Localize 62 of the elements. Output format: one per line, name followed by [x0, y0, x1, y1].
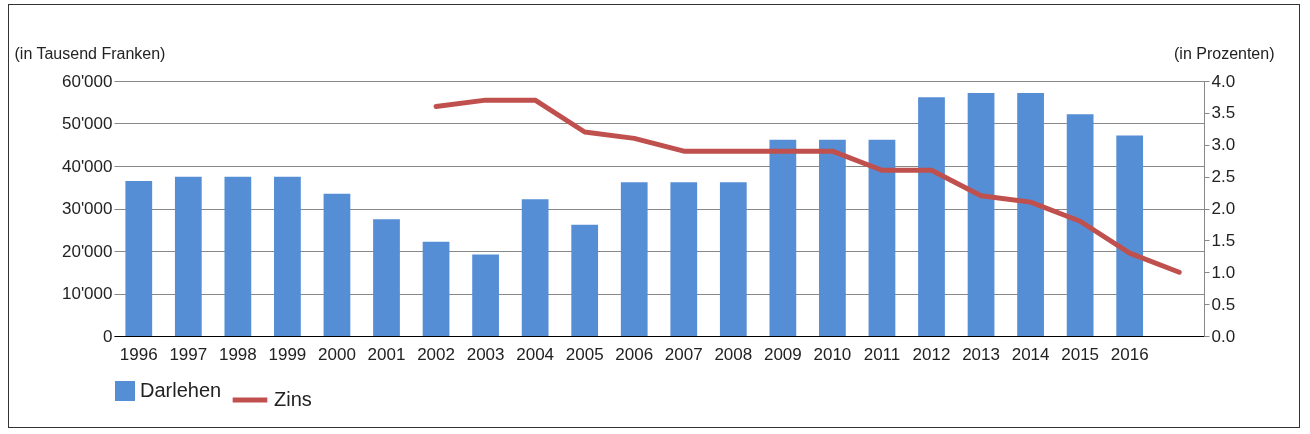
x-tick-label: 1996 — [119, 344, 158, 364]
bar — [571, 224, 599, 336]
bar — [670, 182, 698, 336]
y-tick-label: 10'000 — [61, 284, 113, 303]
y2-tick-label: 1.5 — [1211, 230, 1236, 250]
y-tick-label: 0 — [103, 326, 113, 346]
bar — [620, 182, 648, 336]
x-tick-label: 2002 — [417, 344, 455, 364]
x-tick-label: 2016 — [1110, 344, 1149, 364]
bar — [1066, 114, 1094, 336]
y-tick-label: 50'000 — [61, 114, 113, 133]
bar — [422, 241, 450, 336]
y-tick-label: 30'000 — [61, 199, 113, 218]
bar — [918, 97, 945, 336]
x-tick-label: 2009 — [763, 344, 802, 364]
y-tick-label: 60'000 — [61, 71, 113, 91]
bar — [1116, 135, 1144, 336]
y-axis-title: (in Tausend Franken) — [14, 44, 166, 62]
x-tick-label: 2010 — [813, 344, 852, 364]
bar — [274, 176, 301, 336]
x-tick-label: 2006 — [615, 344, 654, 364]
x-tick-label: 2000 — [318, 344, 356, 364]
bar — [224, 176, 252, 336]
y2-tick-label: 2.0 — [1211, 199, 1236, 218]
bar — [323, 193, 351, 336]
y2-tick-label: 0.5 — [1211, 294, 1236, 314]
x-tick-label: 1997 — [169, 344, 208, 364]
bar — [967, 92, 995, 336]
y2-tick-label: 1.0 — [1211, 262, 1236, 282]
x-tick-label: 2004 — [516, 344, 555, 364]
x-tick-label: 2001 — [367, 344, 406, 364]
bar — [472, 254, 499, 336]
y-tick-label: 40'000 — [61, 156, 113, 176]
bar — [125, 180, 153, 336]
y2-tick-label: 0.0 — [1211, 326, 1236, 346]
x-tick-label: 1999 — [268, 344, 307, 364]
x-tick-label: 2013 — [962, 344, 1000, 364]
x-tick-label: 2008 — [714, 344, 753, 364]
bar — [521, 199, 549, 336]
y2-tick-label: 2.5 — [1211, 167, 1236, 187]
y2-tick-label: 4.0 — [1211, 71, 1236, 91]
bar — [719, 182, 747, 336]
bar — [868, 139, 896, 336]
y2-tick-label: 3.0 — [1211, 135, 1236, 155]
y2-axis-title: (in Prozenten) — [1174, 44, 1275, 62]
bar — [373, 219, 400, 336]
y-tick-label: 20'000 — [61, 241, 113, 261]
bar — [1017, 92, 1044, 336]
x-tick-label: 2012 — [912, 344, 951, 364]
x-tick-label: 2005 — [565, 344, 604, 364]
x-tick-label: 2003 — [466, 344, 505, 364]
bar — [819, 139, 846, 336]
bar — [174, 176, 202, 336]
x-tick-label: 1998 — [218, 344, 257, 364]
x-tick-label: 2007 — [664, 344, 703, 364]
x-tick-label: 2011 — [863, 344, 901, 364]
legend-label: Darlehen — [140, 379, 222, 401]
bar — [769, 139, 797, 336]
x-tick-label: 2015 — [1061, 344, 1100, 364]
x-tick-label: 2014 — [1011, 344, 1050, 364]
legend-label: Zins — [274, 388, 312, 410]
y2-tick-label: 3.5 — [1211, 103, 1236, 123]
